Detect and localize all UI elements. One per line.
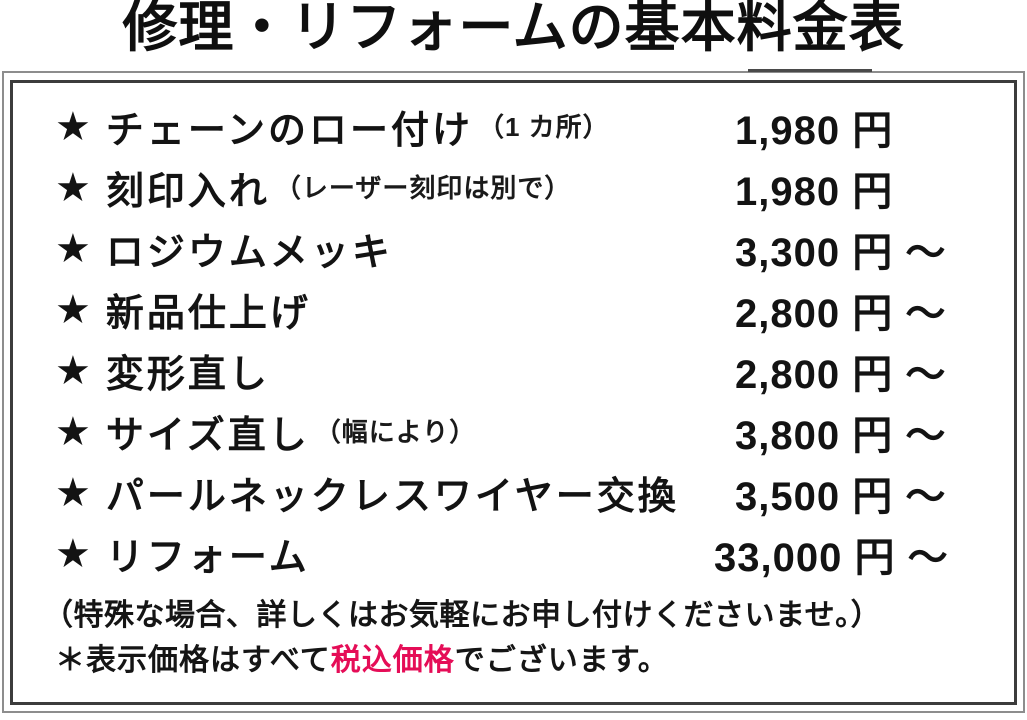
table-row: ★ ロジウムメッキ 3,300 円 ～ — [13, 218, 1014, 279]
item-label: 刻印入れ — [105, 171, 270, 213]
item-price: 2,800 円 ～ — [735, 352, 947, 397]
star-icon: ★ — [55, 165, 91, 210]
table-row: ★ パールネックレスワイヤー交換 3,500 円 ～ — [13, 462, 1014, 523]
tax-included-note: ＊表示価格はすべて税込価格でございます。 — [43, 638, 1014, 684]
price-table: ★ チェーンのロー付け （1 カ所） 1,980 円 ★ 刻印入れ （レーザー刻… — [10, 80, 1017, 705]
star-icon: ★ — [55, 104, 91, 149]
table-row: ★ リフォーム 33,000 円 ～ — [13, 523, 1014, 584]
item-label: チェーンのロー付け — [105, 110, 473, 152]
item-price: 3,500 円 ～ — [735, 474, 947, 519]
item-label: リフォーム — [105, 537, 310, 579]
table-row: ★ 変形直し 2,800 円 ～ — [13, 340, 1014, 401]
table-row: ★ サイズ直し （幅により） 3,800 円 ～ — [13, 401, 1014, 462]
page-title: 修理・リフォームの基本料金表 — [122, 0, 905, 58]
special-case-note: （特殊な場合、詳しくはお気軽にお申し付けくださいませ。） — [43, 599, 882, 632]
table-row: ★ 新品仕上げ 2,800 円 ～ — [13, 279, 1014, 340]
star-icon: ★ — [55, 226, 91, 271]
scan-artifact-line — [748, 69, 872, 72]
item-price: 1,980 円 — [735, 108, 894, 153]
price-rows: ★ チェーンのロー付け （1 カ所） 1,980 円 ★ 刻印入れ （レーザー刻… — [13, 83, 1014, 584]
tax-note-prefix: ＊表示価格はすべて — [55, 644, 331, 677]
item-note: （レーザー刻印は別で） — [274, 173, 572, 203]
item-note: （幅により） — [314, 417, 477, 447]
item-price: 3,800 円 ～ — [735, 413, 947, 458]
footer-notes: （特殊な場合、詳しくはお気軽にお申し付けくださいませ。） ＊表示価格はすべて税込… — [13, 593, 1014, 684]
item-price: 3,300 円 ～ — [735, 230, 947, 275]
tax-note-suffix: でございます。 — [454, 644, 669, 677]
table-row: ★ チェーンのロー付け （1 カ所） 1,980 円 — [13, 96, 1014, 157]
star-icon: ★ — [55, 409, 91, 454]
star-icon: ★ — [55, 531, 91, 576]
item-price: 1,980 円 — [735, 169, 894, 214]
star-icon: ★ — [55, 348, 91, 393]
item-label: パールネックレスワイヤー交換 — [105, 476, 679, 518]
item-price: 2,800 円 ～ — [735, 291, 947, 336]
item-label: 変形直し — [105, 354, 270, 396]
star-icon: ★ — [55, 470, 91, 515]
item-label: ロジウムメッキ — [105, 232, 393, 274]
item-price: 33,000 円 ～ — [714, 535, 949, 580]
star-icon: ★ — [55, 287, 91, 332]
item-label: サイズ直し — [105, 415, 310, 457]
tax-highlight: 税込価格 — [330, 644, 455, 677]
table-row: ★ 刻印入れ （レーザー刻印は別で） 1,980 円 — [13, 157, 1014, 218]
item-note: （1 カ所） — [477, 112, 610, 142]
item-label: 新品仕上げ — [105, 293, 311, 335]
